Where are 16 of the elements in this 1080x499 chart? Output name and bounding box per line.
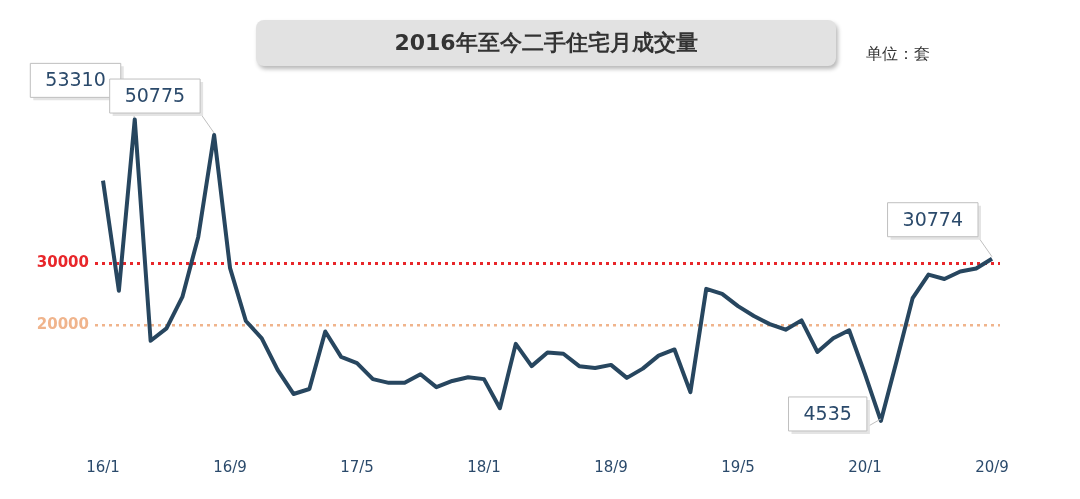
chart-title: 2016年至今二手住宅月成交量 xyxy=(256,20,836,66)
x-tick-label: 20/9 xyxy=(975,457,1009,476)
x-tick-label: 18/1 xyxy=(467,457,501,476)
x-tick-label: 16/9 xyxy=(213,457,247,476)
data-label: 53310 xyxy=(45,68,106,91)
x-tick-label: 19/5 xyxy=(721,457,755,476)
ref-line-label: 30000 xyxy=(36,253,89,272)
x-tick-label: 17/5 xyxy=(340,457,374,476)
x-tick-label: 16/1 xyxy=(86,457,120,476)
data-label: 4535 xyxy=(803,401,852,424)
ref-line-label: 20000 xyxy=(36,315,89,334)
x-tick-label: 20/1 xyxy=(848,457,882,476)
data-label: 50775 xyxy=(124,83,186,106)
text: 单位：套 xyxy=(866,44,930,65)
x-tick-label: 18/9 xyxy=(594,457,628,476)
data-label: 30774 xyxy=(902,207,964,230)
